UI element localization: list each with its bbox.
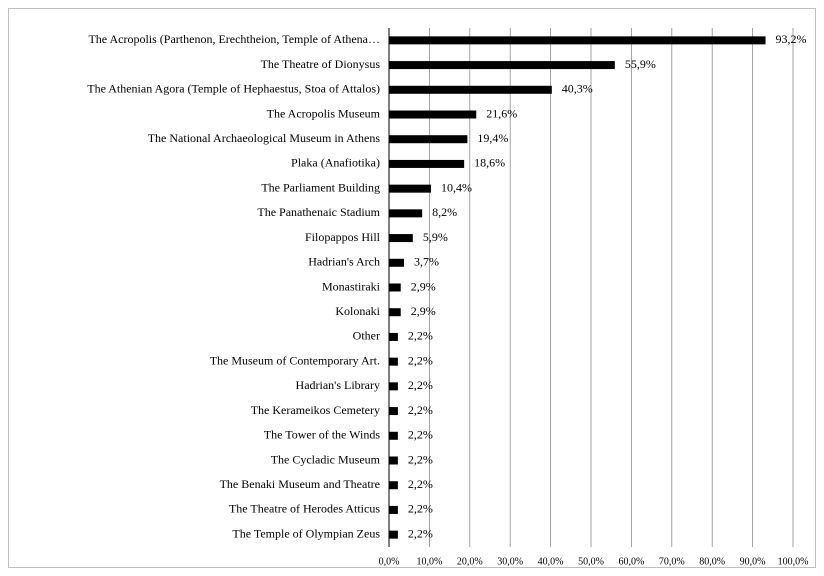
x-tick-label: 60,0% — [618, 556, 644, 567]
bar — [389, 357, 398, 366]
y-tick-label: The Cycladic Museum — [271, 452, 381, 466]
data-label: 2,2% — [408, 477, 433, 491]
data-label: 10,4% — [441, 180, 472, 194]
bar — [389, 332, 398, 341]
y-tick-label: The Theatre of Herodes Atticus — [229, 502, 380, 516]
data-label: 2,2% — [408, 526, 433, 540]
y-tick-label: The Benaki Museum and Theatre — [220, 477, 380, 491]
chart-frame — [8, 8, 816, 568]
data-label: 2,9% — [411, 279, 436, 293]
bar — [389, 530, 398, 539]
y-tick-label: Monastiraki — [322, 279, 381, 293]
data-label: 3,7% — [414, 255, 439, 269]
data-label: 21,6% — [486, 106, 517, 120]
bar — [389, 61, 615, 70]
y-tick-label: The Athenian Agora (Temple of Hephaestus… — [87, 82, 380, 96]
y-tick-label: The National Archaeological Museum in At… — [148, 131, 381, 145]
x-tick-label: 80,0% — [699, 556, 725, 567]
bar — [389, 184, 432, 193]
bar — [389, 431, 398, 440]
bar — [389, 36, 766, 45]
y-tick-label: The Theatre of Dionysus — [261, 57, 381, 71]
bar — [389, 481, 398, 490]
y-tick-label: Filopappos Hill — [305, 230, 381, 244]
y-tick-label: Other — [353, 329, 380, 343]
data-label: 2,2% — [408, 353, 433, 367]
y-tick-label: Plaka (Anafiotika) — [291, 156, 380, 170]
bar — [389, 407, 398, 416]
bar — [389, 135, 468, 144]
bar — [389, 308, 401, 317]
bar — [389, 283, 401, 292]
x-tick-label: 40,0% — [538, 556, 564, 567]
x-tick-label: 10,0% — [416, 556, 442, 567]
x-tick-label: 70,0% — [659, 556, 685, 567]
bar — [389, 258, 404, 267]
data-label: 2,9% — [411, 304, 436, 318]
data-label: 2,2% — [408, 502, 433, 516]
bar — [389, 85, 552, 94]
y-tick-label: The Kerameikos Cemetery — [251, 403, 380, 417]
y-tick-label: The Temple of Olympian Zeus — [232, 526, 380, 540]
data-label: 2,2% — [408, 452, 433, 466]
y-tick-label: Hadrian's Library — [296, 378, 380, 392]
bar — [389, 382, 398, 391]
bar — [389, 209, 423, 218]
bar — [389, 456, 398, 465]
x-tick-label: 20,0% — [457, 556, 483, 567]
data-label: 2,2% — [408, 329, 433, 343]
bar — [389, 159, 465, 168]
y-tick-label: The Acropolis Museum — [267, 106, 381, 120]
data-label: 2,2% — [408, 428, 433, 442]
bar — [389, 110, 477, 119]
data-label: 55,9% — [625, 57, 656, 71]
data-label: 93,2% — [776, 32, 807, 46]
y-tick-label: Kolonaki — [335, 304, 380, 318]
y-tick-label: The Parliament Building — [261, 180, 380, 194]
data-label: 2,2% — [408, 403, 433, 417]
data-label: 2,2% — [408, 378, 433, 392]
bar — [389, 234, 413, 243]
y-tick-label: The Museum of Contemporary Art. — [210, 353, 380, 367]
y-tick-label: The Acropolis (Parthenon, Erechtheion, T… — [88, 32, 380, 46]
bar — [389, 505, 398, 514]
y-tick-label: The Tower of the Winds — [264, 428, 381, 442]
x-tick-label: 50,0% — [578, 556, 604, 567]
data-label: 19,4% — [477, 131, 508, 145]
data-label: 8,2% — [432, 205, 457, 219]
x-tick-label: 90,0% — [740, 556, 766, 567]
data-label: 40,3% — [562, 82, 593, 96]
data-label: 5,9% — [423, 230, 448, 244]
data-label: 18,6% — [474, 156, 505, 170]
y-tick-label: Hadrian's Arch — [308, 255, 380, 269]
x-tick-label: 100,0% — [778, 556, 809, 567]
x-tick-label: 30,0% — [497, 556, 523, 567]
x-tick-label: 0,0% — [379, 556, 400, 567]
y-tick-label: The Panathenaic Stadium — [257, 205, 380, 219]
